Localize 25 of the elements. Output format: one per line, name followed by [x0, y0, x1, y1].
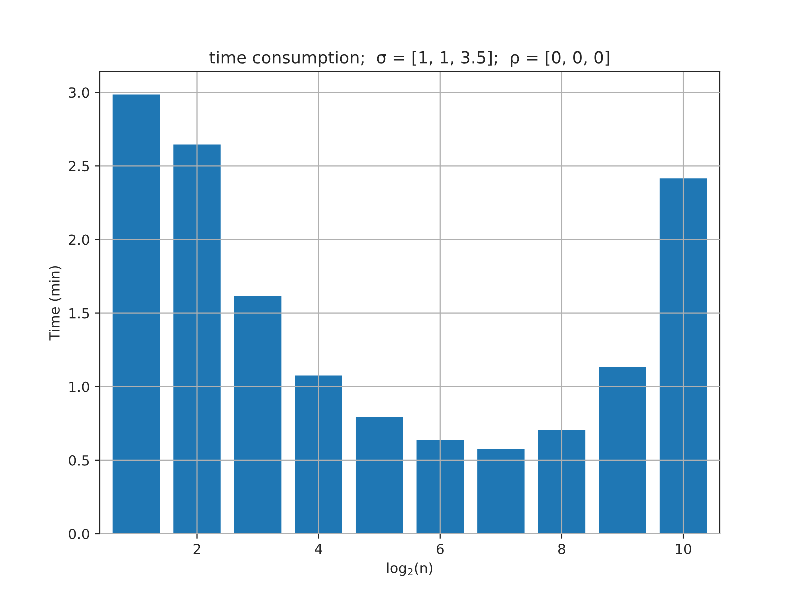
- y-tick-label: 0.0: [69, 528, 90, 540]
- x-tick-label: 10: [676, 544, 692, 554]
- y-tick-label: 2.0: [69, 234, 90, 246]
- x-tick-label: 6: [436, 544, 444, 554]
- bar: [354, 416, 405, 534]
- bar: [658, 177, 709, 534]
- chart-title: time consumption; σ = [1, 1, 3.5]; ρ = [0, 0, 0]: [210, 51, 610, 68]
- x-tick-label: 2: [194, 544, 200, 554]
- y-tick-label: 1.5: [70, 308, 90, 319]
- bar: [172, 143, 222, 534]
- y-tick-label: 0.5: [69, 455, 90, 466]
- y-tick-label: 1.0: [70, 382, 90, 392]
- y-axis-title: Time (min): [49, 266, 62, 341]
- x-axis-title: log$_{2}$(n): [387, 562, 432, 576]
- x-tick-label: 4: [315, 544, 322, 554]
- bar: [536, 428, 587, 534]
- bar: [233, 294, 284, 534]
- bar: [111, 93, 162, 534]
- y-tick-label: 2.5: [69, 161, 90, 172]
- bar: [294, 374, 344, 534]
- bar: [476, 448, 526, 534]
- bar: [415, 439, 466, 534]
- y-tick-label: 3.0: [69, 88, 90, 98]
- x-tick-label: 8: [558, 544, 566, 554]
- bar: [598, 366, 648, 534]
